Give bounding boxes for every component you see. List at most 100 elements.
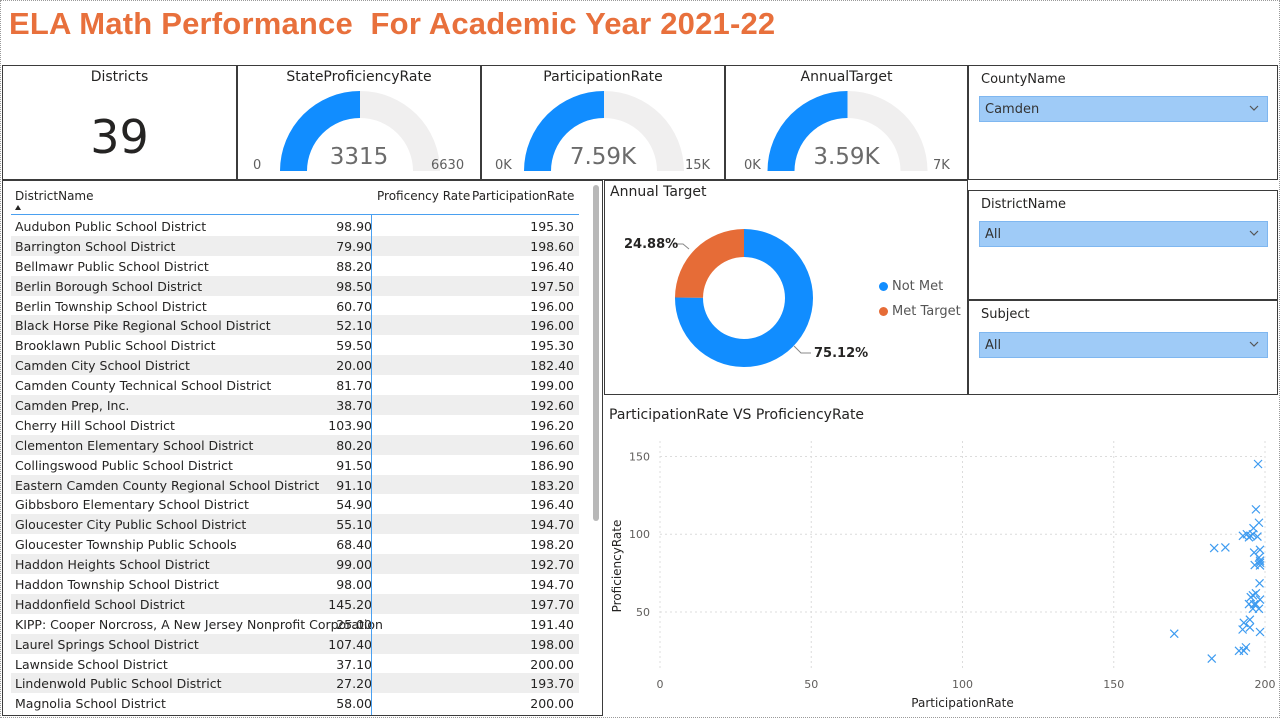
table-row[interactable]: Gibbsboro Elementary School District 54.9… — [11, 494, 579, 514]
scatter-point[interactable] — [1253, 459, 1263, 469]
scatter-point[interactable] — [1251, 599, 1261, 609]
scatter-point[interactable] — [1169, 629, 1179, 639]
scatter-point[interactable] — [1245, 623, 1255, 632]
participation-rate-cell: 196.20 — [530, 417, 574, 433]
column-header-participation[interactable]: ParticipationRate — [472, 189, 575, 203]
scatter-point[interactable] — [1246, 592, 1256, 602]
chevron-down-icon[interactable] — [1249, 339, 1259, 349]
x-tick-label: 100 — [952, 678, 973, 691]
scatter-point[interactable] — [1255, 556, 1265, 566]
gauge-value: 3315 — [329, 144, 389, 170]
scatter-point[interactable] — [1255, 545, 1265, 555]
scatter-point[interactable] — [1251, 504, 1261, 514]
chevron-down-icon[interactable] — [1249, 228, 1259, 238]
participation-rate-gauge[interactable]: ParticipationRate 7.59K 0K 15K — [481, 65, 725, 180]
donut-slice-met-target[interactable] — [675, 229, 744, 298]
table-row[interactable]: Haddonfield School District 145.20 197.70 — [11, 593, 579, 614]
state-proficiency-gauge[interactable]: StateProficiencyRate 3315 0 6630 — [237, 65, 481, 180]
column-header-district[interactable]: DistrictName — [15, 189, 94, 203]
scatter-point[interactable] — [1207, 654, 1217, 663]
table-row[interactable]: Lindenwold Public School District 27.20 19… — [11, 673, 579, 694]
y-tick-label: 50 — [636, 606, 650, 619]
participation-rate-cell: 196.60 — [530, 437, 574, 453]
table-row[interactable]: KIPP: Cooper Norcross, A New Jersey Nonp… — [11, 614, 579, 634]
legend-label: Met Target — [892, 304, 961, 319]
legend-dot-icon — [879, 307, 888, 316]
district-name-cell: Lawnside School District — [15, 656, 168, 672]
district-table[interactable]: DistrictName Proficency Rate Participati… — [2, 180, 603, 716]
table-row[interactable]: Black Horse Pike Regional School Distric… — [11, 315, 579, 336]
scatter-point[interactable] — [1251, 588, 1261, 598]
table-row[interactable]: Laurel Springs School District 107.40 198.… — [11, 633, 579, 654]
district-name-cell: Camden City School District — [15, 358, 190, 374]
table-row[interactable]: Barrington School District 79.90 198.60 — [11, 235, 579, 256]
column-header-proficiency[interactable]: Proficency Rate — [377, 189, 471, 203]
scatter-point[interactable] — [1255, 627, 1265, 637]
table-row[interactable]: Magnolia School District 58.00 200.00 — [11, 693, 579, 713]
districts-card[interactable]: Districts 39 — [2, 65, 237, 180]
scatter-point[interactable] — [1244, 599, 1254, 609]
scatter-point[interactable] — [1209, 543, 1219, 553]
table-scrollbar[interactable] — [593, 185, 599, 521]
table-row[interactable]: Lawnside School District 37.10 200.00 — [11, 654, 579, 674]
scatter-point[interactable] — [1239, 646, 1249, 656]
scatter-point[interactable] — [1254, 553, 1264, 562]
county-dropdown[interactable]: Camden — [979, 96, 1268, 122]
table-row[interactable]: Clementon Elementary School District 80.2… — [11, 434, 579, 455]
legend-item-met-target[interactable]: Met Target — [879, 304, 961, 319]
slicer-title: CountyName — [981, 72, 1066, 87]
gauge-fill[interactable] — [524, 91, 604, 171]
x-tick-label: 150 — [1103, 678, 1124, 691]
districts-value: 39 — [90, 110, 149, 164]
scatter-point[interactable] — [1254, 604, 1264, 614]
table-row[interactable]: Haddon Township School District 98.00 194.… — [11, 574, 579, 594]
table-row[interactable]: Camden County Technical School District 8… — [11, 375, 579, 395]
table-row[interactable]: Gloucester City Public School District 55… — [11, 514, 579, 535]
subject-slicer[interactable]: Subject All — [968, 300, 1278, 395]
gauge-fill[interactable] — [767, 91, 848, 171]
scatter-point[interactable] — [1250, 560, 1260, 570]
donut-chart[interactable] — [605, 181, 968, 395]
district-name-cell: Camden Prep, Inc. — [15, 398, 130, 414]
table-row[interactable]: Berlin Township School District 60.70 196.… — [11, 296, 579, 316]
scatter-point[interactable] — [1220, 543, 1230, 552]
table-row[interactable]: Berlin Borough School District 98.50 197.5… — [11, 275, 579, 296]
district-slicer[interactable]: DistrictName All — [968, 190, 1278, 300]
gauge-fill[interactable] — [280, 91, 360, 171]
sort-ascending-icon[interactable] — [15, 205, 21, 210]
proficiency-rate-cell: 27.20 — [336, 676, 372, 692]
gauge-value: 3.59K — [813, 144, 880, 170]
table-row[interactable]: Cherry Hill School District 103.90 196.20 — [11, 415, 579, 435]
scatter-point[interactable] — [1253, 532, 1262, 541]
gauge-title: StateProficiencyRate — [286, 69, 432, 85]
chevron-down-icon[interactable] — [1249, 103, 1259, 113]
proficiency-rate-cell: 79.90 — [336, 238, 372, 254]
scatter-point[interactable] — [1255, 578, 1264, 588]
table-row[interactable]: Camden Prep, Inc. 38.70 192.60 — [11, 395, 579, 415]
table-row[interactable]: Camden City School District 20.00 182.40 — [11, 355, 579, 376]
district-name-cell: Berlin Township School District — [15, 298, 207, 314]
table-row[interactable]: Gloucester Township Public Schools 68.40 1… — [11, 534, 579, 554]
table-row[interactable]: Brooklawn Public School District 59.50 195… — [11, 335, 579, 355]
scatter-point[interactable] — [1254, 518, 1264, 528]
annual-target-gauge[interactable]: AnnualTarget 3.59K 0K 7K — [725, 65, 968, 180]
district-dropdown[interactable]: All — [979, 221, 1268, 247]
annual-target-donut-card[interactable]: Annual Target 24.88% 75.12% Not Met Met … — [604, 180, 968, 395]
gauge-max: 15K — [685, 158, 711, 173]
donut-slice-not-met[interactable] — [675, 229, 813, 367]
county-slicer[interactable]: CountyName Camden — [968, 65, 1278, 180]
table-row[interactable]: Haddon Heights School District 99.00 192.7… — [11, 554, 579, 575]
table-row[interactable]: Eastern Camden County Regional School Di… — [11, 474, 579, 495]
scatter-point[interactable] — [1239, 618, 1249, 628]
scatter-point[interactable] — [1245, 615, 1255, 625]
legend-item-not-met[interactable]: Not Met — [879, 279, 943, 294]
scatter-point[interactable] — [1242, 529, 1252, 539]
table-row[interactable]: Collingswood Public School District 91.50… — [11, 455, 579, 475]
table-row[interactable]: Bellmawr Public School District 88.20 196.… — [11, 256, 579, 276]
table-row[interactable]: Audubon Public School District 98.90 195.3… — [11, 216, 579, 236]
participation-rate-cell: 196.40 — [530, 497, 574, 513]
scatter-chart[interactable]: 0 50 100 150 200 50 100 150 ParticipationRate Pro… — [604, 426, 1280, 716]
gauge-arc — [280, 91, 440, 171]
proficiency-rate-cell: 52.10 — [336, 318, 372, 334]
subject-dropdown[interactable]: All — [979, 332, 1268, 358]
